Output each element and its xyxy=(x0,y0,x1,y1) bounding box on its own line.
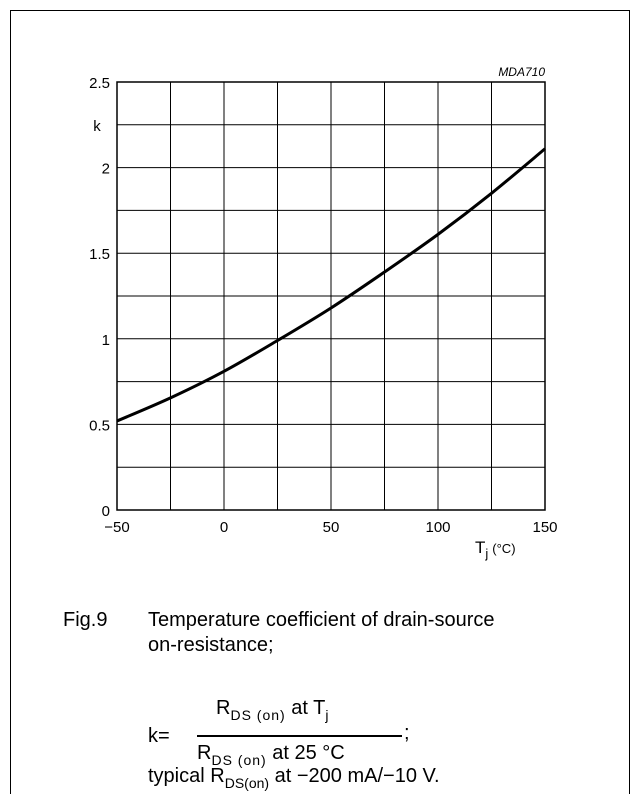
x-axis-label-unit: (°C) xyxy=(492,541,515,556)
y-tick-label: 2.5 xyxy=(89,75,110,92)
typical-subscript: DS(on) xyxy=(224,775,270,791)
x-axis-label-sub: j xyxy=(484,546,488,561)
x-tick-label: −50 xyxy=(104,519,129,536)
numerator-text: at T xyxy=(291,697,326,719)
figure-number: Fig.9 xyxy=(63,609,108,631)
caption-line-1: Temperature coefficient of drain-source xyxy=(148,609,495,631)
y-tick-label: 0.5 xyxy=(89,417,110,434)
series-line-k xyxy=(116,147,546,423)
typical-suffix: at −200 mA/−10 V. xyxy=(274,765,440,787)
x-axis-tick-labels: −50 0 50 100 150 xyxy=(104,519,557,536)
y-tick-label: 1 xyxy=(102,332,110,349)
x-tick-label: 50 xyxy=(323,519,340,536)
denominator-r-subscript: DS (on) xyxy=(211,752,267,768)
formula-denominator: RDS (on) at 25 °C xyxy=(197,741,345,768)
y-tick-label: 0 xyxy=(102,503,110,520)
y-tick-label: 1.5 xyxy=(89,246,110,263)
denominator-r: R xyxy=(197,742,212,764)
fraction-line xyxy=(197,735,402,737)
formula-suffix: ; xyxy=(404,722,410,744)
chart: 00.511.522.5 −50 0 50 100 150 MDA710 k Tj (°C… xyxy=(89,65,557,561)
y-axis-tick-labels: 0 0.5 1 1.5 2 2.5 xyxy=(89,75,110,520)
y-tick-label: 2 xyxy=(102,161,110,178)
plot-border xyxy=(116,81,546,511)
x-axis-label: Tj (°C) xyxy=(475,538,516,561)
typical-note: typical RDS(on) at −200 mA/−10 V. xyxy=(148,764,440,791)
chart-code: MDA710 xyxy=(498,65,545,79)
typical-prefix: typical R xyxy=(148,765,225,787)
figure-frame xyxy=(10,10,630,794)
caption-line-2: on-resistance; xyxy=(148,634,274,656)
grid xyxy=(117,82,545,510)
x-tick-label: 150 xyxy=(532,519,557,536)
x-axis-label-main: T xyxy=(475,538,485,557)
formula-k-label: k= xyxy=(148,725,170,747)
x-tick-label: 100 xyxy=(425,519,450,536)
formula-numerator: RDS (on) at Tj xyxy=(216,696,329,723)
y-axis-label: k xyxy=(93,118,101,135)
numerator-text-subscript: j xyxy=(325,707,329,723)
numerator-r: R xyxy=(216,697,231,719)
numerator-r-subscript: DS (on) xyxy=(230,707,286,723)
denominator-text: at 25 °C xyxy=(272,742,345,764)
x-tick-label: 0 xyxy=(220,519,228,536)
